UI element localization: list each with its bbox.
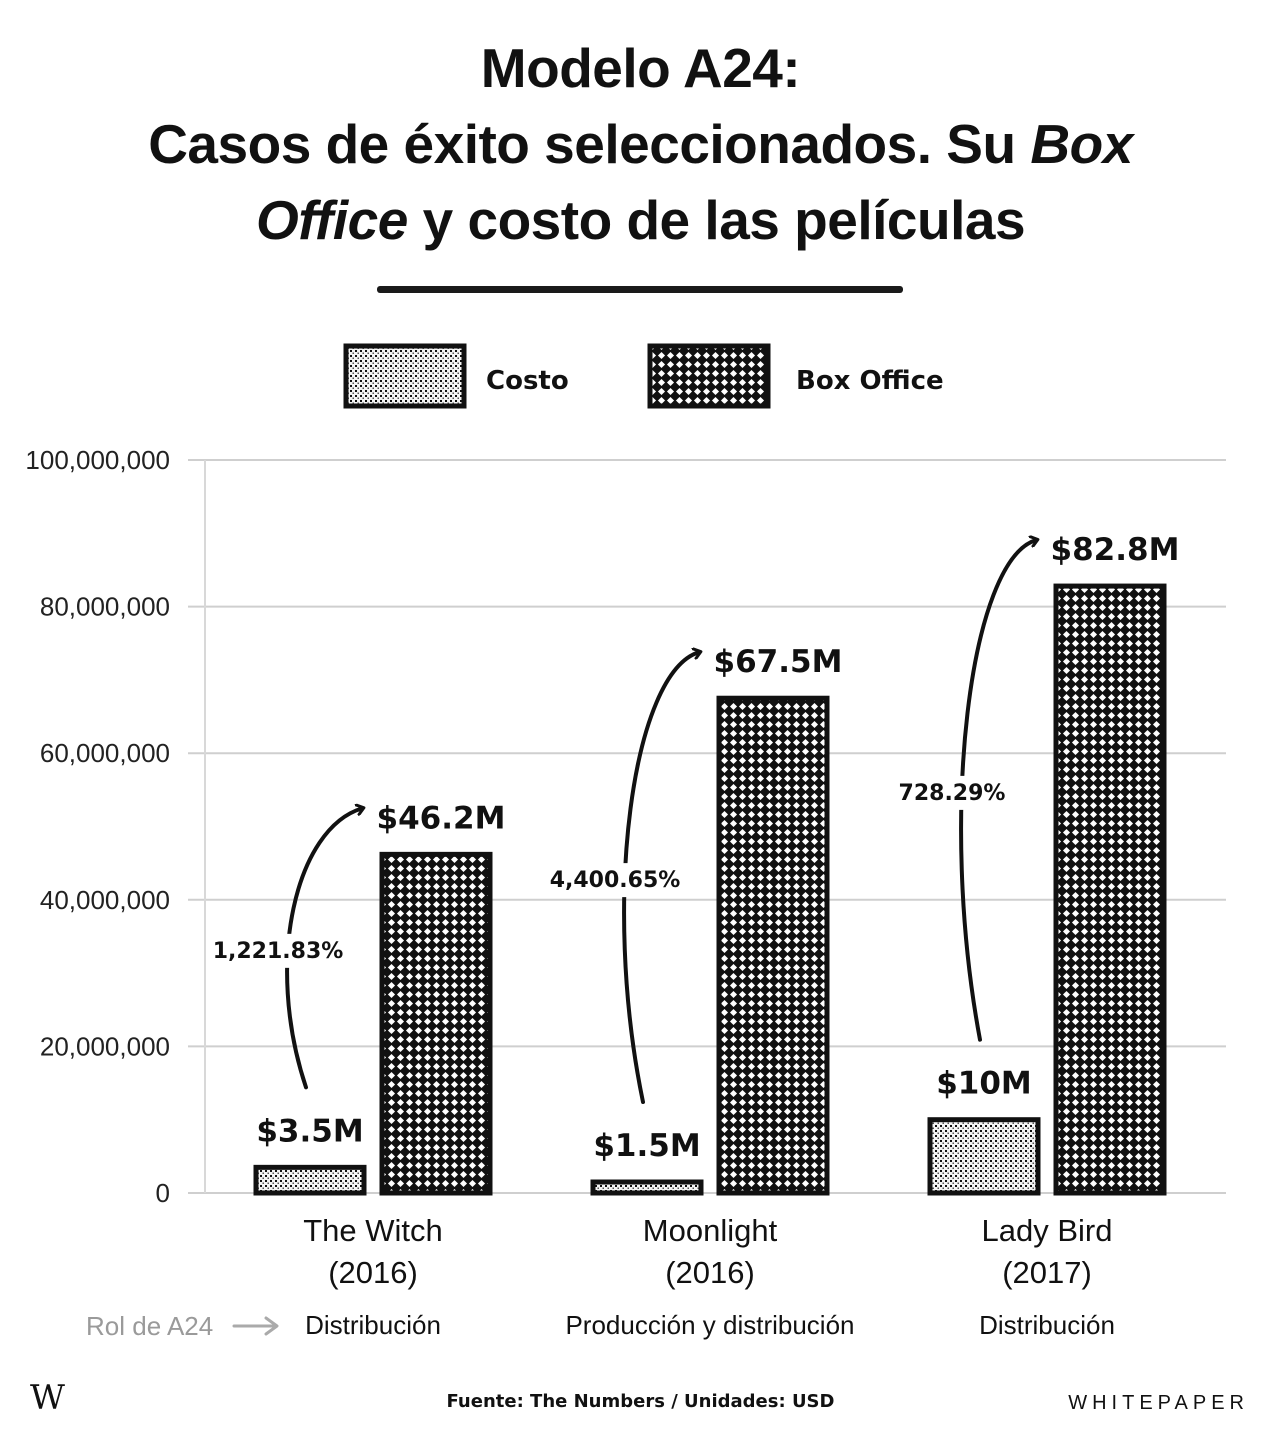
y-tick-label: 20,000,000 (40, 1031, 170, 1061)
legend-label: Costo (486, 366, 569, 396)
x-tick-label: Moonlight (2016) Producción y distribución (530, 1210, 890, 1340)
role-label: Rol de A24 (86, 1311, 214, 1341)
y-axis: 0 20,000,000 40,000,000 60,000,000 80,000,00… (25, 445, 170, 1208)
legend-swatch (647, 343, 771, 409)
growth-label-bg (897, 775, 1007, 810)
y-tick-label: 0 (156, 1178, 170, 1208)
legend-swatch (343, 343, 467, 409)
x-tick-line: (2016) (328, 1255, 418, 1290)
bars (253, 583, 1167, 1196)
role-value: Producción y distribución (565, 1310, 855, 1340)
bar-box-office (1053, 583, 1167, 1196)
data-label: $10M (936, 1066, 1032, 1102)
data-label: $1.5M (593, 1128, 700, 1164)
arrow-right-icon (232, 1316, 279, 1336)
growth-label: 1,221.83% (213, 939, 344, 964)
y-tick-label: 40,000,000 (40, 885, 170, 915)
title-line-2-text: Casos de éxito seleccionados. Su (148, 113, 1031, 175)
data-label: $67.5M (714, 644, 843, 680)
x-tick-line: Moonlight (642, 1213, 778, 1248)
legend: Costo Box Office (343, 343, 944, 409)
growth-label-bg (546, 863, 684, 898)
data-label: $3.5M (256, 1113, 363, 1149)
title-divider (377, 286, 903, 293)
category-axis: The Witch (2016) Distribución Moonlight (201… (0, 1210, 1281, 1350)
bar-box-office (379, 851, 493, 1196)
bar-cost (927, 1117, 1041, 1196)
role-value: Distribución (979, 1310, 1115, 1340)
growth-label: 728.29% (899, 781, 1006, 806)
annotations: $3.5M $46.2M 1,221.83% $1.5M $67.5M 4,400.65%… (209, 532, 1179, 1164)
source-note: Fuente: The Numbers / Unidades: USD (446, 1391, 835, 1412)
growth-label: 4,400.65% (550, 868, 681, 893)
growth-arrow (622, 652, 699, 1105)
x-tick-label: Lady Bird (2017) Distribución (867, 1210, 1227, 1340)
title-line-2: Casos de éxito seleccionados. Su Box (0, 106, 1281, 182)
x-tick-line: (2017) (1002, 1255, 1092, 1290)
bar-cost (253, 1164, 367, 1196)
chart-title: Modelo A24: Casos de éxito seleccionados… (0, 30, 1281, 258)
brand-name: WHITEPAPER (1068, 1392, 1249, 1414)
x-tick-line: The Witch (303, 1213, 443, 1248)
growth-arrow (285, 808, 362, 1090)
title-line-3-italic: Office (255, 189, 408, 251)
x-tick-line: Lady Bird (981, 1213, 1113, 1248)
growth-arrow (959, 540, 1036, 1042)
title-line-3-text: y costo de las películas (407, 189, 1026, 251)
title-line-1: Modelo A24: (480, 37, 801, 99)
y-tick-label: 80,000,000 (40, 592, 170, 622)
y-tick-label: 100,000,000 (25, 445, 170, 475)
growth-label-bg (209, 933, 347, 968)
role-value: Distribución (305, 1310, 441, 1340)
title-line-2-italic: Box (1030, 113, 1133, 175)
whitepaper-logo: W (30, 1378, 65, 1418)
data-label: $46.2M (377, 800, 506, 836)
x-tick-line: (2016) (665, 1255, 755, 1290)
x-tick-label: The Witch (2016) Distribución (193, 1210, 553, 1340)
y-tick-label: 60,000,000 (40, 738, 170, 768)
legend-label: Box Office (796, 366, 944, 396)
data-label: $82.8M (1051, 532, 1180, 568)
bar-cost (590, 1179, 704, 1196)
title-line-3: Office y costo de las películas (0, 182, 1281, 258)
bar-box-office (716, 695, 830, 1196)
